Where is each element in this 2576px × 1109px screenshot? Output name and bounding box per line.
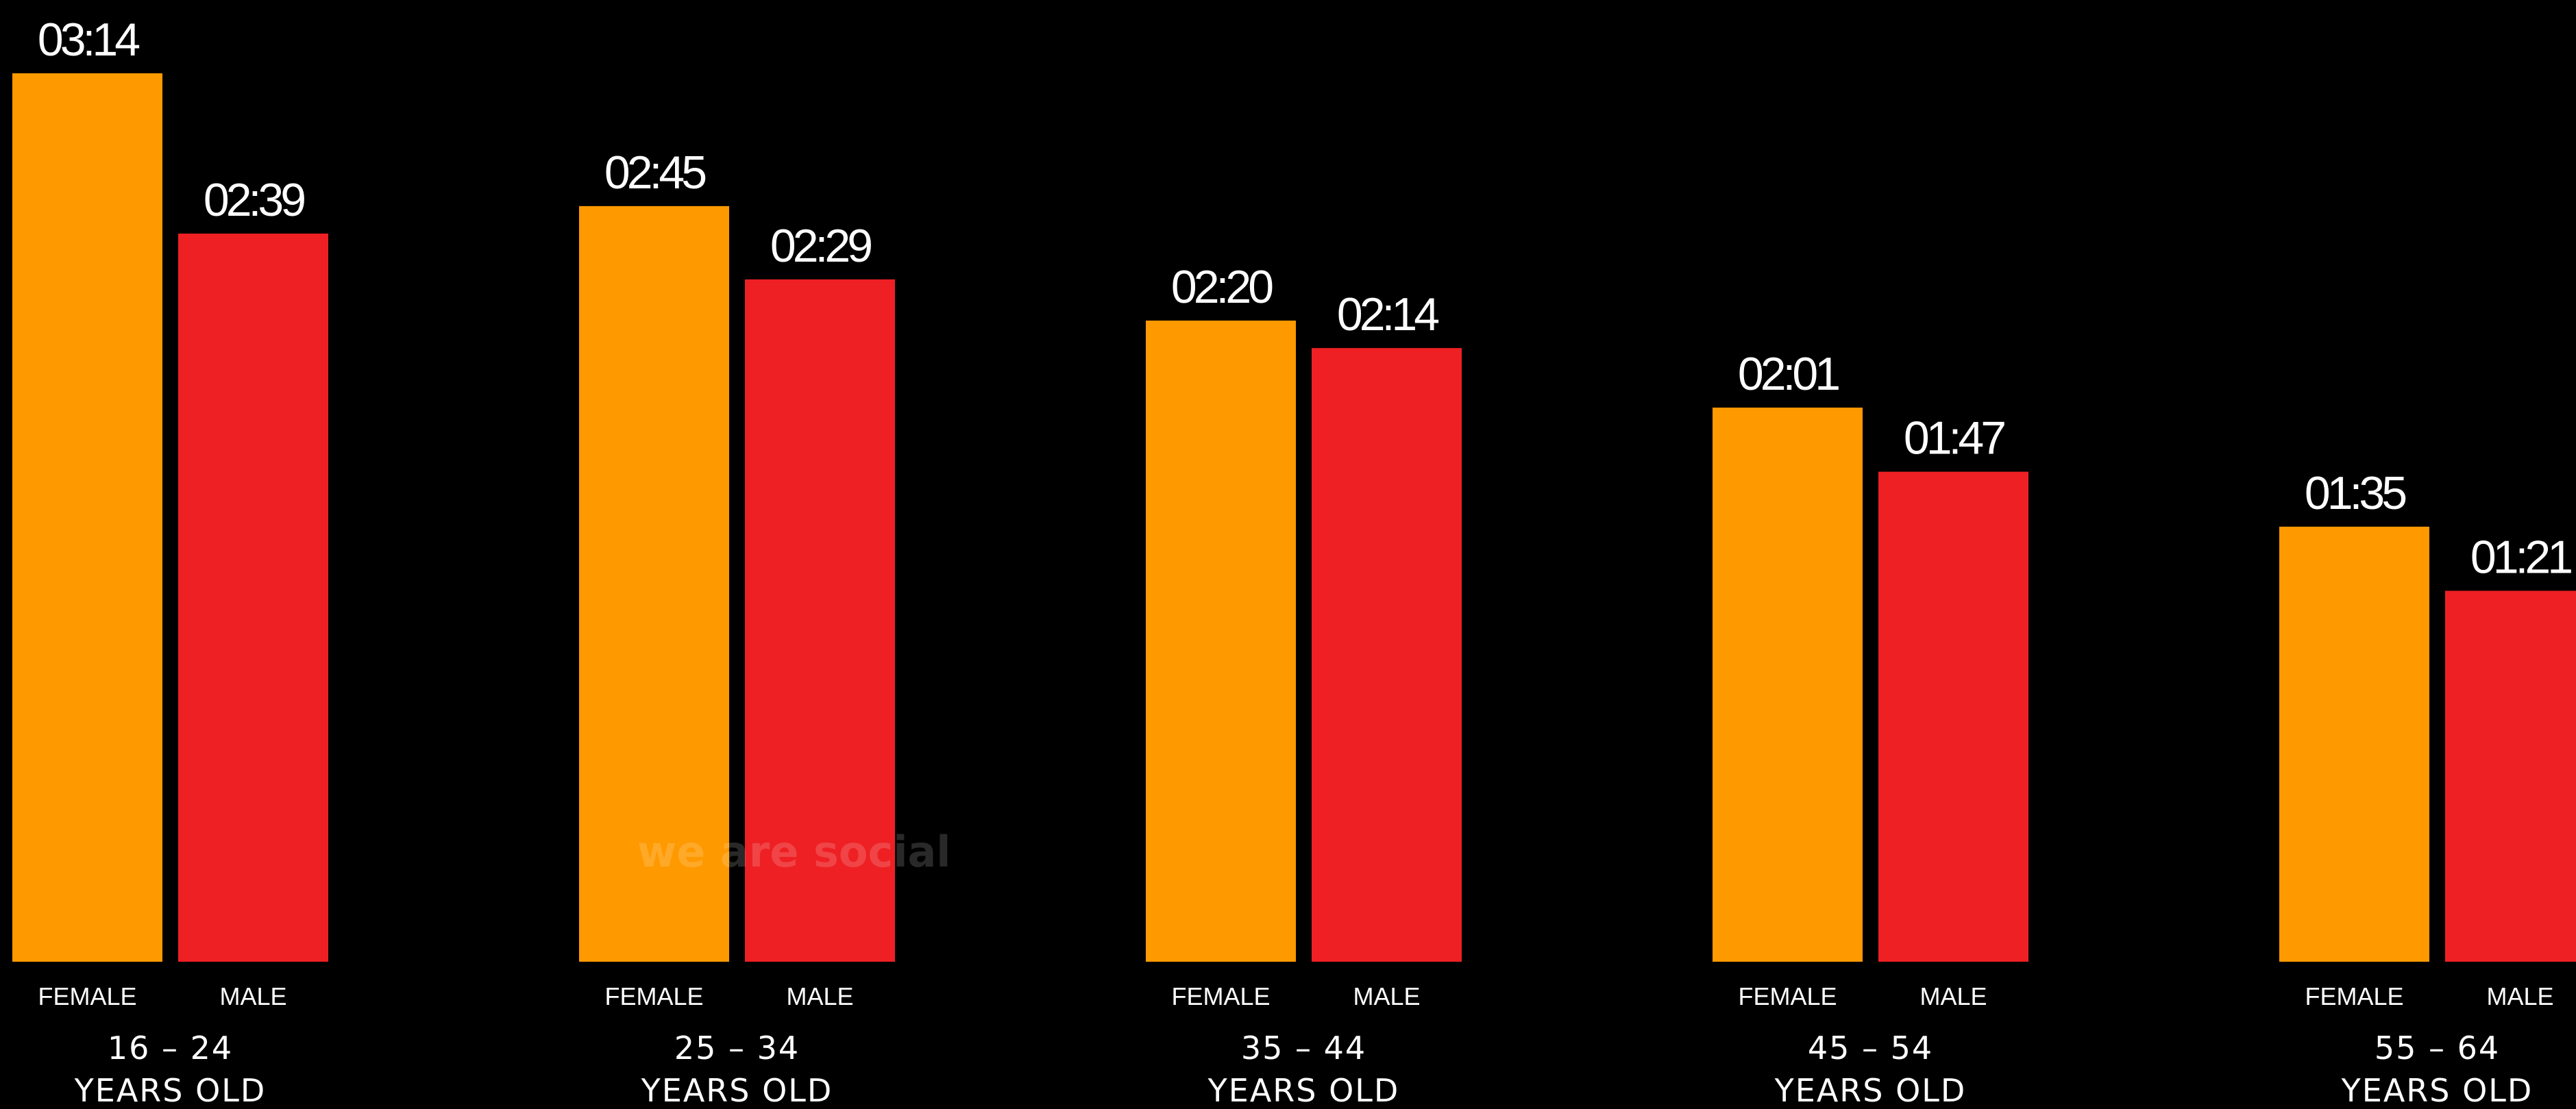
bar-female-3 xyxy=(1146,321,1296,962)
watermark-logo: we are social xyxy=(637,827,951,877)
series-label-female-5: FEMALE xyxy=(2305,982,2403,1010)
series-label-male-3: MALE xyxy=(1353,982,1420,1010)
category-label-4-line1: 45 – 54 xyxy=(1808,1030,1933,1067)
category-label-4-line2: YEARS OLD xyxy=(1774,1072,1967,1109)
category-label-5-line1: 55 – 64 xyxy=(2375,1030,2500,1067)
category-label-1-line1: 16 – 24 xyxy=(108,1030,233,1067)
category-label-2-line2: YEARS OLD xyxy=(641,1072,833,1109)
bar-female-4 xyxy=(1713,408,1863,962)
value-label-female-4: 02:01 xyxy=(1738,348,1839,400)
value-label-male-1: 02:39 xyxy=(204,174,304,226)
bar-male-2 xyxy=(745,279,895,962)
category-label-5-line2: YEARS OLD xyxy=(2341,1072,2534,1109)
value-label-female-2: 02:45 xyxy=(604,147,705,199)
series-label-female-2: FEMALE xyxy=(604,982,703,1010)
category-label-3-line2: YEARS OLD xyxy=(1207,1072,1400,1109)
value-label-male-5: 01:21 xyxy=(2470,531,2571,583)
bar-female-1 xyxy=(12,73,162,962)
series-label-male-4: MALE xyxy=(1919,982,1987,1010)
series-label-female-3: FEMALE xyxy=(1171,982,1270,1010)
labels-layer: 03:14 FEMALE 02:39 MALE 16 – 24 YEARS OLD 02:4… xyxy=(38,14,2575,1109)
category-label-2-line1: 25 – 34 xyxy=(674,1030,800,1067)
bar-male-4 xyxy=(1878,471,2028,962)
bar-male-1 xyxy=(178,233,328,962)
series-label-female-1: FEMALE xyxy=(38,982,136,1010)
bar-female-2 xyxy=(579,205,729,962)
value-label-female-1: 03:14 xyxy=(38,14,139,66)
series-label-male-5: MALE xyxy=(2486,982,2553,1010)
value-label-male-3: 02:14 xyxy=(1337,288,1438,340)
watermark-text: we are social xyxy=(637,827,951,877)
category-label-1-line2: YEARS OLD xyxy=(74,1072,267,1109)
value-label-female-5: 01:35 xyxy=(2305,467,2405,519)
series-label-male-2: MALE xyxy=(786,982,853,1010)
category-label-3-line1: 35 – 44 xyxy=(1241,1030,1366,1067)
series-label-female-4: FEMALE xyxy=(1738,982,1837,1010)
bar-male-3 xyxy=(1312,348,1462,962)
series-label-male-1: MALE xyxy=(219,982,286,1010)
bar-female-5 xyxy=(2279,526,2429,962)
value-label-male-4: 01:47 xyxy=(1904,412,2004,464)
value-label-female-3: 02:20 xyxy=(1171,261,1273,313)
bars-layer xyxy=(12,73,2576,962)
bar-male-5 xyxy=(2445,590,2576,962)
value-label-male-2: 02:29 xyxy=(770,220,871,272)
